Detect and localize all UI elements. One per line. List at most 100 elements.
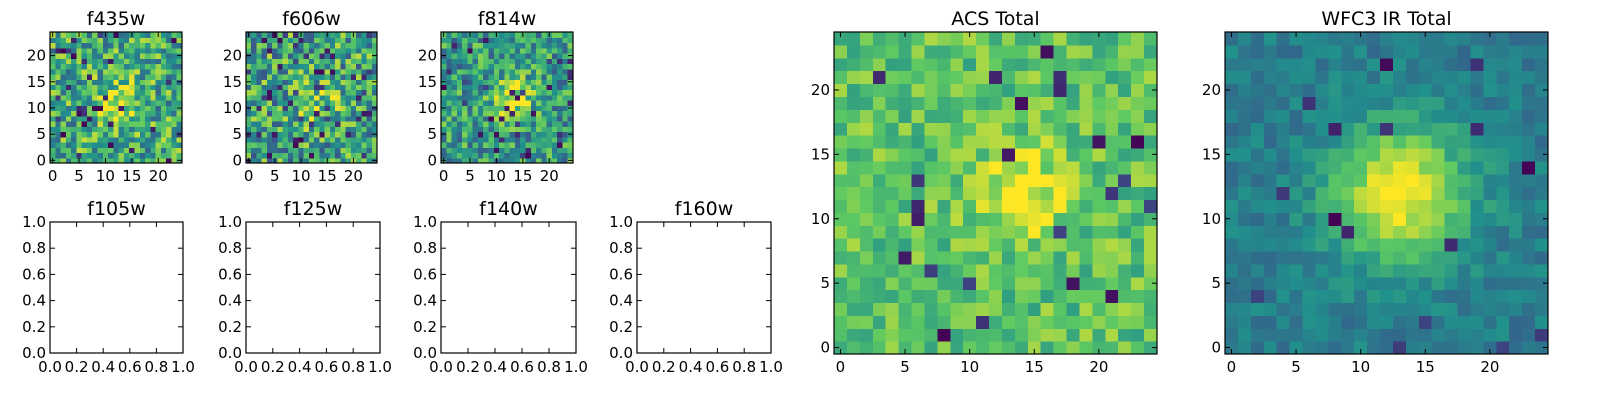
heatmap-cell xyxy=(97,32,104,38)
heatmap-cell xyxy=(129,100,136,106)
heatmap-cell xyxy=(536,68,542,75)
heatmap-cell xyxy=(155,100,162,106)
heatmap-cell xyxy=(287,100,294,106)
heatmap-cell xyxy=(123,142,130,148)
heatmap-cell xyxy=(1483,186,1497,201)
heatmap-cell xyxy=(50,63,56,70)
heatmap-cell xyxy=(324,136,331,143)
heatmap-cell xyxy=(1027,212,1042,226)
heatmap-cell xyxy=(71,147,77,154)
heatmap-cell xyxy=(963,160,977,175)
heatmap-cell xyxy=(1079,250,1093,265)
heatmap-cell xyxy=(287,142,294,148)
heatmap-cell xyxy=(1354,96,1368,110)
heatmap-cell xyxy=(1431,315,1446,329)
heatmap-cell xyxy=(1496,135,1510,149)
heatmap-cell xyxy=(1066,212,1081,226)
heatmap-cell xyxy=(298,68,305,75)
x-tick-label: 0.2 xyxy=(456,358,480,376)
heatmap-cell xyxy=(509,126,516,133)
heatmap-cell xyxy=(356,157,362,164)
heatmap-cell xyxy=(350,73,357,80)
heatmap-cell xyxy=(102,110,109,117)
heatmap-cell xyxy=(924,250,938,265)
heatmap-cell xyxy=(1092,147,1106,162)
heatmap-cell xyxy=(293,115,299,122)
heatmap-cell xyxy=(885,32,900,46)
heatmap-cell xyxy=(530,58,537,65)
heatmap-cell xyxy=(446,63,453,70)
heatmap-cell xyxy=(530,121,537,127)
heatmap-cell xyxy=(536,105,542,112)
heatmap-cell xyxy=(1053,57,1068,72)
heatmap-cell xyxy=(176,136,183,143)
heatmap-cell xyxy=(1367,225,1381,239)
heatmap-cell xyxy=(81,121,88,127)
heatmap-cell xyxy=(113,115,120,122)
heatmap-cell xyxy=(1144,289,1158,304)
heatmap-cell xyxy=(834,186,848,201)
heatmap-cell xyxy=(885,57,900,72)
heatmap-cell xyxy=(308,105,315,112)
heatmap-cell xyxy=(76,94,83,101)
heatmap-cell xyxy=(1289,109,1304,123)
heatmap-cell xyxy=(1328,315,1342,329)
heatmap-cell xyxy=(81,131,88,138)
heatmap-cell xyxy=(314,42,320,49)
heatmap-cell xyxy=(261,42,268,49)
heatmap-cell xyxy=(1066,135,1081,149)
heatmap-cell xyxy=(145,100,151,106)
heatmap-cell xyxy=(361,115,368,122)
heatmap-cell xyxy=(441,42,447,49)
heatmap-cell xyxy=(950,70,964,85)
heatmap-cell xyxy=(1225,276,1239,291)
heatmap-cell xyxy=(303,73,310,80)
heatmap-cell xyxy=(911,44,926,59)
heatmap-cell xyxy=(50,115,56,122)
heatmap-cell xyxy=(171,89,178,96)
heatmap-cell xyxy=(108,100,114,106)
heatmap-cell xyxy=(160,147,167,154)
heatmap-cell xyxy=(567,142,574,148)
heatmap-cell xyxy=(1354,160,1368,175)
heatmap-cell xyxy=(509,79,516,85)
heatmap-cell xyxy=(477,94,484,101)
heatmap-cell xyxy=(963,147,977,162)
heatmap-cell xyxy=(1289,238,1304,252)
heatmap-cell xyxy=(846,32,861,46)
heatmap-cell xyxy=(472,126,479,133)
heatmap-cell xyxy=(1276,83,1291,97)
heatmap-cell xyxy=(97,126,104,133)
heatmap-cell xyxy=(950,328,964,342)
heatmap-cell xyxy=(1496,186,1510,201)
heatmap-cell xyxy=(282,42,289,49)
heatmap-cell xyxy=(1144,341,1158,355)
heatmap-cell xyxy=(924,186,938,201)
heatmap-cell xyxy=(81,94,88,101)
heatmap-cell xyxy=(266,105,273,112)
heatmap-cell xyxy=(329,32,336,38)
heatmap-cell xyxy=(1001,212,1016,226)
heatmap-cell xyxy=(1380,70,1394,85)
heatmap-cell xyxy=(976,250,990,265)
heatmap-cell xyxy=(76,110,83,117)
x-tick-label: 0.6 xyxy=(705,358,729,376)
heatmap-cell xyxy=(483,157,490,164)
heatmap-cell xyxy=(499,32,505,38)
heatmap-cell xyxy=(462,42,468,49)
heatmap-cell xyxy=(499,105,505,112)
heatmap-cell xyxy=(514,37,521,44)
y-tick-label: 5 xyxy=(820,274,830,292)
heatmap-cell xyxy=(872,122,887,136)
heatmap-cell xyxy=(493,100,500,106)
heatmap-cell xyxy=(345,52,352,59)
heatmap-cell xyxy=(472,79,479,85)
heatmap-cell xyxy=(488,131,495,138)
heatmap-cell xyxy=(499,121,505,127)
heatmap-cell xyxy=(937,32,951,46)
x-tick-label: 10 xyxy=(1351,358,1370,376)
y-tick-label: 0.2 xyxy=(22,318,46,336)
heatmap-cell xyxy=(924,109,938,123)
heatmap-cell xyxy=(1105,44,1119,59)
heatmap-cell xyxy=(118,147,125,154)
